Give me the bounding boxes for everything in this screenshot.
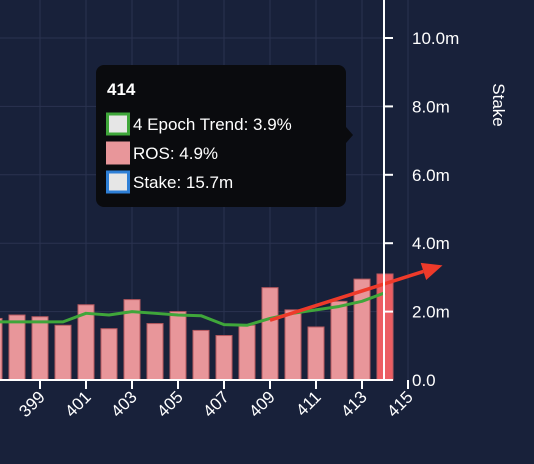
y-tick-label: 8.0m (412, 97, 450, 116)
ros-bar[interactable] (331, 301, 347, 380)
tooltip-item-label: ROS: 4.9% (133, 144, 218, 163)
ros-bar[interactable] (55, 325, 71, 380)
trend-arrow-head (421, 263, 443, 280)
ros-bar[interactable] (285, 310, 301, 380)
ros-bar[interactable] (9, 315, 25, 380)
ros-bar[interactable] (262, 288, 278, 380)
ros-bar[interactable] (308, 327, 324, 380)
tooltip-title: 414 (107, 80, 136, 99)
tooltip: 414 4 Epoch Trend: 3.9% ROS: 4.9% Stake: 1… (96, 65, 353, 207)
y-tick-label: 10.0m (412, 29, 459, 48)
ros-bar[interactable] (147, 324, 163, 380)
x-tick-label: 399 (15, 387, 48, 420)
ros-bar[interactable] (170, 312, 186, 380)
y-axis-title: Stake (489, 83, 508, 126)
x-tick-label: 415 (383, 387, 416, 420)
trend-line (0, 293, 385, 325)
x-tick-label: 405 (153, 387, 186, 420)
y-tick-label: 4.0m (412, 234, 450, 253)
x-tick-label: 411 (292, 387, 325, 420)
y-tick-label: 0.0 (412, 371, 436, 390)
ros-bar[interactable] (239, 325, 255, 380)
x-tick-label: 407 (199, 387, 232, 420)
x-tick-label: 413 (337, 387, 370, 420)
y-tick-label: 2.0m (412, 303, 450, 322)
ros-bar[interactable] (0, 318, 2, 380)
trend-line-path (0, 293, 385, 325)
x-tick-label: 409 (245, 387, 278, 420)
x-tick-label: 401 (61, 387, 94, 420)
tooltip-swatch (108, 114, 129, 134)
tooltip-item-label: Stake: 15.7m (133, 173, 233, 192)
y-tick-label: 6.0m (412, 166, 450, 185)
tooltip-swatch (108, 143, 129, 163)
tooltip-swatch (108, 172, 129, 192)
ros-bar[interactable] (193, 330, 209, 380)
ros-bars (0, 274, 393, 380)
ros-bar[interactable] (101, 329, 117, 380)
tooltip-item-label: 4 Epoch Trend: 3.9% (133, 115, 292, 134)
x-tick-label: 403 (107, 387, 140, 420)
ros-bar[interactable] (216, 336, 232, 380)
ros-bar[interactable] (32, 317, 48, 380)
